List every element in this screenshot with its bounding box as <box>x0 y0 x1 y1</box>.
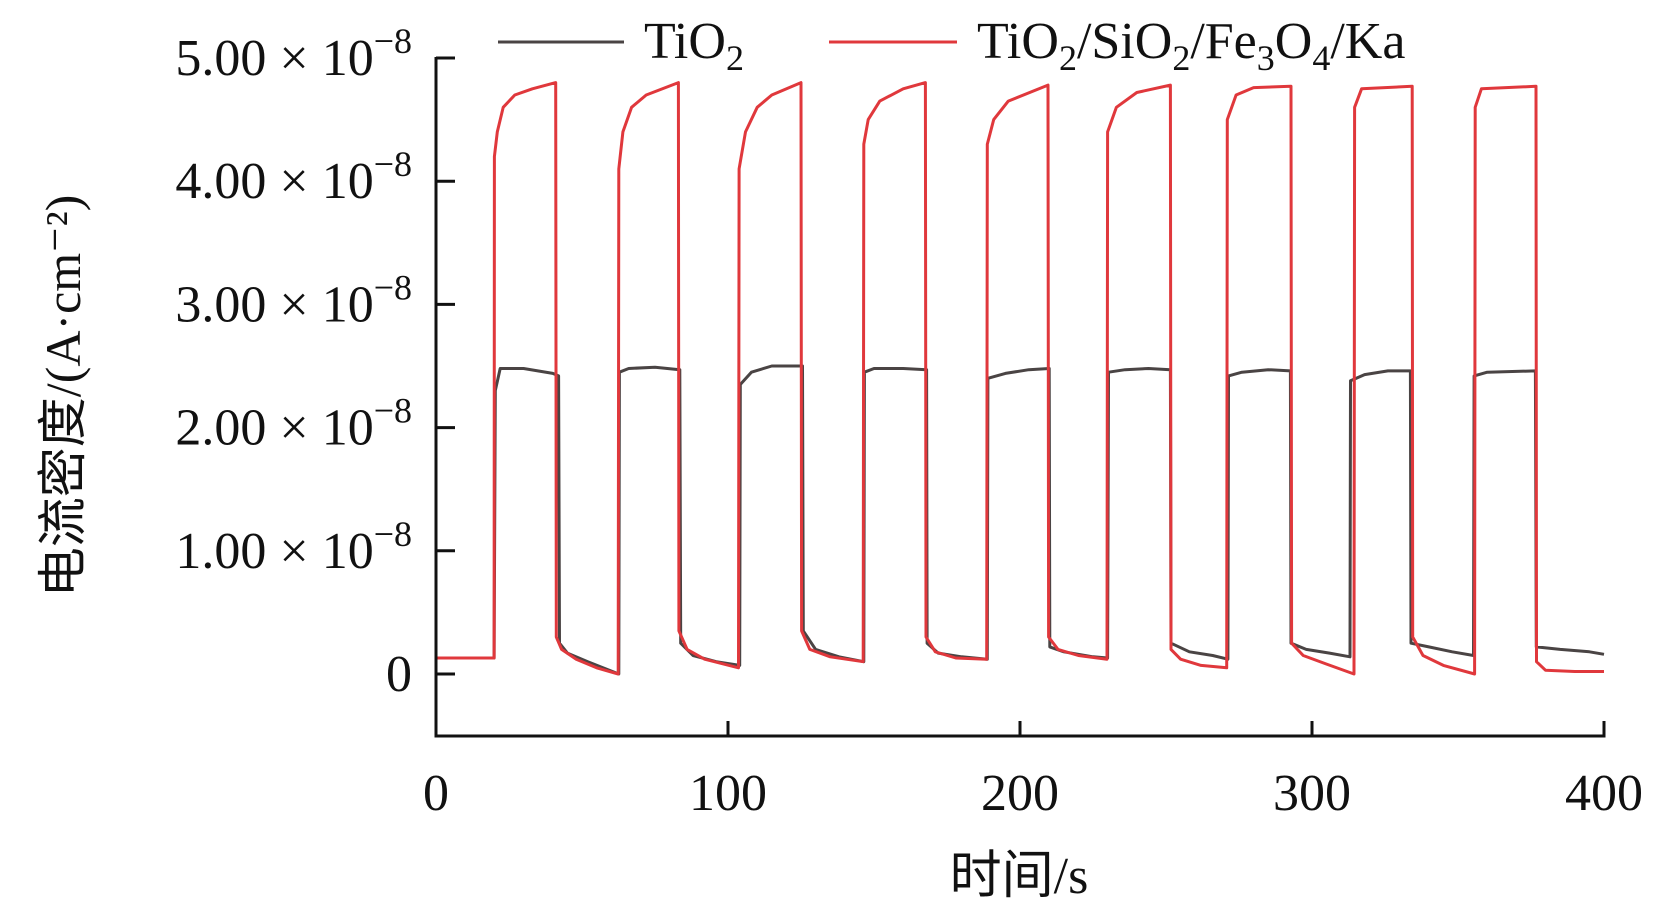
legend-label-1: TiO2/SiO2/Fe3O4/Ka <box>977 13 1405 78</box>
y-tick-label: 5.00 × 10−8 <box>175 21 412 87</box>
y-tick-base: 10 <box>322 400 374 457</box>
series-layer <box>436 81 1605 676</box>
y-tick-exp: −8 <box>374 391 412 431</box>
y-tick-exp: −8 <box>374 514 412 554</box>
y-tick-times: × <box>266 400 321 457</box>
y-tick-mantissa: 5.00 <box>175 30 266 87</box>
y-tick-exp: −8 <box>374 21 412 61</box>
y-tick-base: 10 <box>322 523 374 580</box>
series-line-0 <box>436 364 1605 676</box>
y-tick-times: × <box>266 523 321 580</box>
legend: TiO2 TiO2/SiO2/Fe3O4/Ka <box>498 13 1405 78</box>
y-tick-exp: −8 <box>374 267 412 307</box>
y-tick-times: × <box>266 30 321 87</box>
series-line-1 <box>436 81 1604 676</box>
y-tick-label: 3.00 × 10−8 <box>175 267 412 333</box>
x-axis-label: 时间/s <box>950 848 1089 905</box>
x-tick-label: 0 <box>423 765 449 822</box>
legend-label-0: TiO2 <box>644 13 744 78</box>
y-axis-label: 电流密度/(A·cm⁻²) <box>35 195 91 597</box>
x-tick-label: 200 <box>981 765 1059 822</box>
y-tick-label: 4.00 × 10−8 <box>175 144 412 210</box>
y-tick-mantissa: 4.00 <box>175 153 266 210</box>
y-tick-base: 10 <box>322 153 374 210</box>
y-tick-base: 10 <box>322 30 374 87</box>
x-tick-label: 300 <box>1273 765 1351 822</box>
y-tick-times: × <box>266 153 321 210</box>
y-tick-label: 1.00 × 10−8 <box>175 514 412 580</box>
y-tick-label: 2.00 × 10−8 <box>175 391 412 457</box>
x-tick-label: 100 <box>689 765 767 822</box>
y-tick-exp: −8 <box>374 144 412 184</box>
y-tick-mantissa: 1.00 <box>175 523 266 580</box>
y-tick-base: 10 <box>322 276 374 333</box>
y-tick-mantissa: 3.00 <box>175 276 266 333</box>
y-tick-mantissa: 2.00 <box>175 400 266 457</box>
y-tick-label: 0 <box>386 646 412 703</box>
x-tick-label: 400 <box>1565 765 1643 822</box>
y-tick-times: × <box>266 276 321 333</box>
y-tick-mantissa: 0 <box>386 646 412 703</box>
